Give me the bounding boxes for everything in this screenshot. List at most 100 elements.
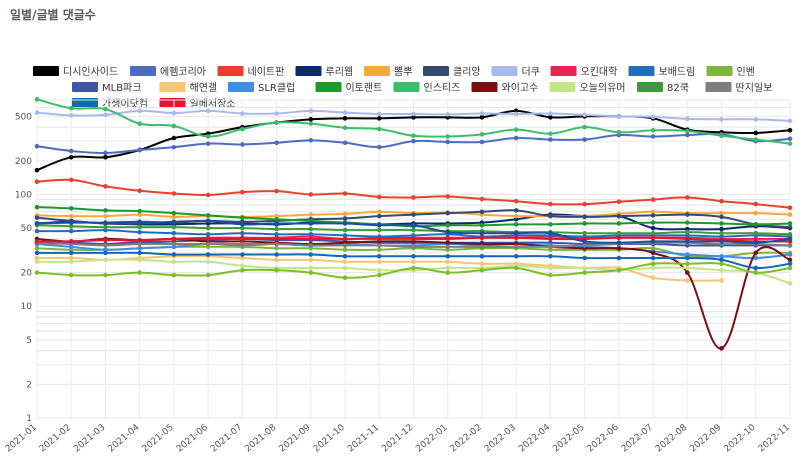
data-point	[616, 255, 622, 261]
data-point	[205, 218, 211, 224]
y-axis: 1 2 5 10 20 50 100 200 500	[15, 112, 32, 424]
data-point	[137, 250, 142, 256]
legend-label: 딴지일보	[736, 82, 773, 94]
x-tick-label: 2022-05	[551, 423, 586, 455]
data-point	[171, 252, 177, 257]
data-point	[171, 123, 177, 129]
data-point	[548, 265, 553, 271]
legend-swatch	[423, 66, 449, 76]
data-point	[68, 155, 74, 160]
data-point	[376, 111, 382, 117]
data-point	[616, 267, 622, 273]
data-point	[719, 230, 724, 236]
data-point	[308, 243, 314, 248]
series	[34, 177, 793, 211]
data-point	[68, 105, 74, 111]
data-point	[479, 115, 485, 120]
data-point	[103, 208, 108, 213]
data-point	[137, 188, 142, 194]
data-point	[411, 265, 416, 271]
data-point	[685, 265, 690, 271]
data-point	[411, 233, 416, 238]
legend-label: 루리웹	[326, 66, 354, 78]
x-tick-label: 2021-07	[209, 423, 244, 455]
legend-swatch	[72, 82, 98, 92]
series	[34, 253, 724, 283]
legend-swatch	[364, 66, 390, 76]
data-point	[650, 220, 656, 225]
data-point	[376, 116, 382, 121]
legend: 디시인사이드 에펨코리아 네이트판 루리웹 뽐뿌 클리앙 더쿠 오킨대학 보배드림 인벤 MLB파크…	[33, 66, 772, 110]
x-tick-label: 2021-01	[4, 423, 39, 455]
data-point	[68, 223, 74, 229]
data-point	[205, 225, 211, 231]
data-point	[787, 281, 793, 286]
data-point	[787, 243, 793, 248]
data-point	[616, 235, 622, 241]
x-tick-label: 2022-10	[722, 422, 757, 454]
legend-label: 에펨코리아	[160, 66, 206, 78]
data-point	[376, 243, 382, 248]
data-point	[205, 272, 211, 278]
data-point	[68, 259, 74, 265]
x-tick-label: 2022-01	[414, 423, 449, 455]
data-point	[103, 112, 108, 118]
data-point	[787, 224, 793, 230]
legend-swatch	[491, 66, 518, 76]
data-point	[479, 196, 485, 202]
data-point	[137, 121, 142, 126]
data-point	[342, 110, 348, 115]
data-point	[240, 255, 245, 261]
data-point	[685, 261, 690, 267]
data-point	[479, 244, 485, 250]
data-point	[274, 236, 279, 242]
x-axis: 2021-012021-022021-032021-042021-052021-…	[4, 422, 792, 454]
data-point	[787, 261, 793, 267]
data-point	[548, 115, 553, 120]
legend-label: 네이트판	[248, 66, 285, 78]
data-point	[548, 230, 553, 236]
data-point	[787, 252, 793, 257]
data-point	[513, 230, 519, 236]
legend-swatch	[706, 66, 733, 76]
data-point	[753, 265, 759, 271]
data-point	[513, 265, 519, 271]
data-point	[650, 197, 656, 202]
legend-swatch	[705, 82, 732, 92]
data-point	[274, 216, 279, 222]
data-point	[753, 270, 759, 275]
data-point	[274, 120, 279, 125]
data-point	[650, 235, 656, 241]
x-tick-label: 2022-03	[483, 423, 518, 455]
data-point	[308, 257, 314, 263]
data-point	[445, 265, 451, 271]
data-point	[650, 114, 656, 120]
data-point	[308, 270, 314, 275]
data-point	[376, 222, 382, 228]
data-point	[308, 221, 314, 226]
data-point	[34, 179, 40, 185]
data-point	[479, 261, 485, 267]
data-point	[376, 253, 382, 259]
data-point	[445, 139, 451, 145]
data-point	[137, 241, 142, 247]
data-point	[650, 255, 656, 261]
data-point	[34, 221, 40, 226]
data-point	[240, 126, 245, 132]
data-point	[342, 227, 348, 233]
x-tick-label: 2022-02	[449, 423, 484, 455]
data-point	[513, 235, 519, 241]
data-point	[240, 189, 245, 195]
data-point	[411, 133, 416, 139]
legend-label: MLB파크	[102, 82, 141, 94]
data-point	[171, 272, 177, 278]
data-point	[753, 230, 759, 236]
data-point	[137, 245, 142, 251]
x-tick-label: 2022-09	[688, 422, 723, 454]
data-point	[548, 244, 553, 250]
data-point	[479, 253, 485, 259]
data-point	[685, 255, 690, 261]
data-point	[479, 132, 485, 137]
data-point	[445, 222, 451, 228]
data-point	[308, 121, 314, 126]
